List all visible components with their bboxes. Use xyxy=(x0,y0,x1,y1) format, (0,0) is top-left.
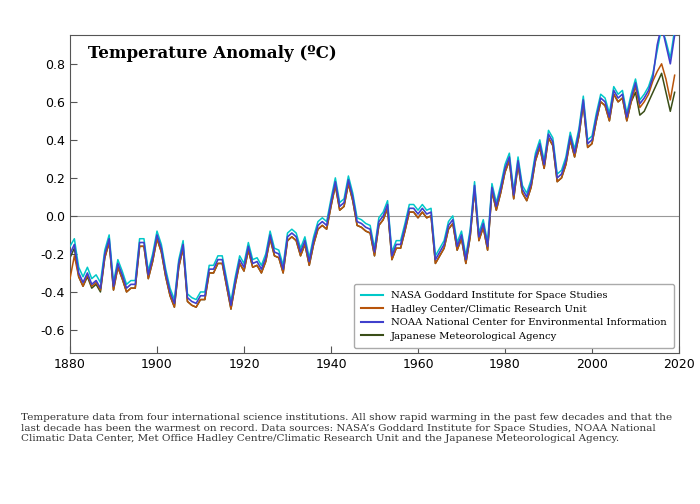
Text: Temperature Anomaly (ºC): Temperature Anomaly (ºC) xyxy=(88,45,337,62)
Legend: NASA Goddard Institute for Space Studies, Hadley Center/Climatic Research Unit, : NASA Goddard Institute for Space Studies… xyxy=(354,284,674,348)
Text: Temperature data from four international science institutions. All show rapid wa: Temperature data from four international… xyxy=(21,413,672,443)
